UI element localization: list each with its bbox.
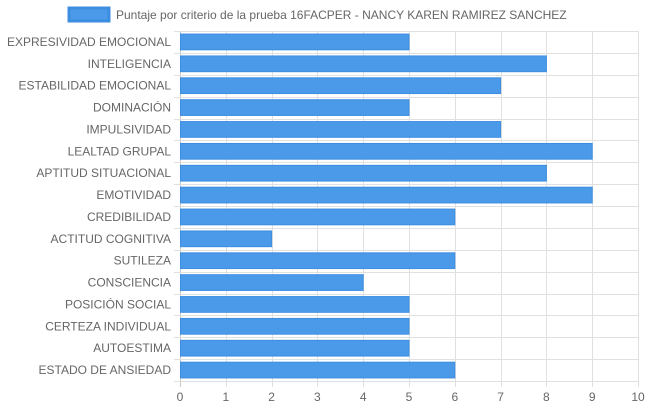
bar[interactable] xyxy=(180,99,410,116)
x-tick-label: 5 xyxy=(406,390,413,404)
legend[interactable]: Puntaje por criterio de la prueba 16FACP… xyxy=(67,6,567,23)
bar[interactable] xyxy=(180,33,410,51)
category-label: CONSCIENCIA xyxy=(88,276,171,290)
category-label: EMOTIVIDAD xyxy=(96,188,171,202)
bar[interactable] xyxy=(180,186,593,204)
category-label: ACTITUD COGNITIVA xyxy=(51,232,171,246)
x-tick-label: 0 xyxy=(177,390,184,404)
x-axis-tick-labels: 0 1 2 3 4 5 6 7 8 9 10 xyxy=(177,390,645,404)
x-tick-label: 1 xyxy=(222,390,229,404)
x-tick-label: 7 xyxy=(497,390,504,404)
x-tick-label: 10 xyxy=(631,390,645,404)
bar[interactable] xyxy=(180,142,593,160)
category-label: POSICIÓN SOCIAL xyxy=(65,296,171,311)
category-label: AUTOESTIMA xyxy=(93,341,171,355)
category-label: INTELIGENCIA xyxy=(88,57,171,71)
x-tick-label: 8 xyxy=(543,390,550,404)
category-label: CREDIBILIDAD xyxy=(87,210,171,224)
bars xyxy=(180,33,593,379)
bar[interactable] xyxy=(180,121,502,138)
category-label: SUTILEZA xyxy=(114,254,171,268)
bar[interactable] xyxy=(180,317,410,335)
category-label: CERTEZA INDIVIDUAL xyxy=(45,319,171,333)
x-tick-label: 2 xyxy=(268,390,275,404)
bar[interactable] xyxy=(180,274,364,291)
bar[interactable] xyxy=(180,55,547,73)
category-labels: EXPRESIVIDAD EMOCIONAL INTELIGENCIA ESTABI… xyxy=(7,35,171,377)
bar[interactable] xyxy=(180,339,410,357)
bar[interactable] xyxy=(180,208,456,226)
x-tick-label: 3 xyxy=(314,390,321,404)
category-label: LEALTAD GRUPAL xyxy=(68,144,172,158)
category-label: DOMINACIÓN xyxy=(93,100,171,115)
x-tick-label: 6 xyxy=(451,390,458,404)
bar[interactable] xyxy=(180,77,502,95)
category-label: IMPULSIVIDAD xyxy=(86,122,171,136)
bar[interactable] xyxy=(180,361,456,379)
x-tick-label: 4 xyxy=(360,390,367,404)
category-label: ESTADO DE ANSIEDAD xyxy=(39,363,172,377)
legend-swatch xyxy=(67,6,111,23)
category-label: APTITUD SITUACIONAL xyxy=(36,166,171,180)
category-label: EXPRESIVIDAD EMOCIONAL xyxy=(7,35,171,49)
bar[interactable] xyxy=(180,230,273,248)
category-label: ESTABILIDAD EMOCIONAL xyxy=(19,79,172,93)
legend-label: Puntaje por criterio de la prueba 16FACP… xyxy=(116,8,567,22)
bar[interactable] xyxy=(180,252,456,270)
bar[interactable] xyxy=(180,164,547,182)
x-tick-label: 9 xyxy=(589,390,596,404)
bar[interactable] xyxy=(180,296,410,313)
